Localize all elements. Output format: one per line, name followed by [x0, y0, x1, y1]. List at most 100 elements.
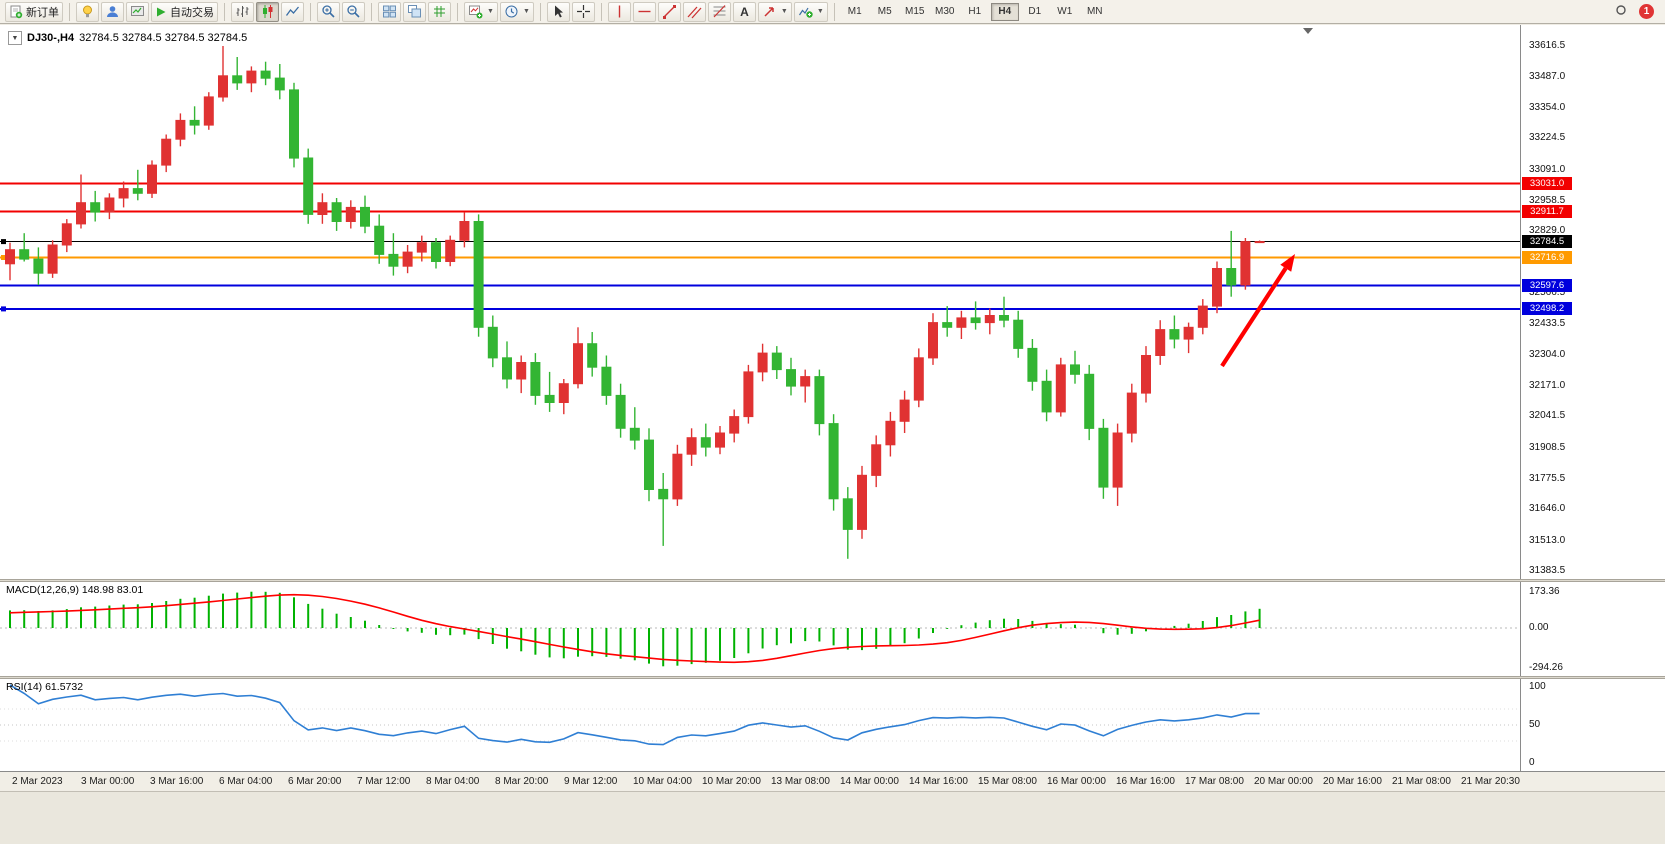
price-axis-label: 31908.5	[1529, 441, 1566, 453]
horizontal-line-tool-button[interactable]	[632, 1, 656, 22]
price-line-tag: 32911.7	[1522, 205, 1572, 219]
rsi-line	[9, 684, 1260, 746]
tile-windows-button[interactable]	[378, 1, 401, 22]
toolbar-separator	[833, 2, 835, 21]
time-axis-label: 8 Mar 04:00	[426, 776, 480, 787]
candlestick-icon	[263, 5, 273, 18]
terminal-button[interactable]	[126, 1, 149, 22]
candlestick-mode-button[interactable]	[256, 1, 279, 22]
market-watch-button[interactable]	[76, 1, 99, 22]
time-axis-label: 10 Mar 20:00	[702, 776, 761, 787]
price-axis-label: 32829.0	[1529, 225, 1566, 237]
line-handle[interactable]	[1, 306, 6, 312]
rsi-scale-bottom: 0	[1529, 757, 1535, 768]
auto-trading-label: 自动交易	[170, 6, 214, 19]
time-axis-label: 9 Mar 12:00	[564, 776, 618, 787]
zoom-in-icon	[322, 5, 335, 18]
timeframe-m30-button[interactable]: M30	[931, 3, 959, 21]
indicators-icon	[798, 7, 813, 18]
time-axis-label: 20 Mar 16:00	[1323, 776, 1382, 787]
toolbar-separator	[371, 2, 372, 21]
annotation-arrow[interactable]	[1220, 267, 1288, 368]
timeframe-m5-button[interactable]: M5	[871, 3, 899, 21]
grid-button[interactable]	[428, 1, 451, 22]
macd-scale-top: 173.36	[1529, 586, 1560, 597]
price-axis-label: 32433.5	[1529, 318, 1566, 330]
bar-chart-mode-button[interactable]	[231, 1, 254, 22]
price-axis-label: 33487.0	[1529, 70, 1566, 82]
auto-trading-button[interactable]: 自动交易	[151, 1, 218, 22]
navigator-button[interactable]	[101, 1, 124, 22]
crosshair-button[interactable]	[571, 1, 595, 22]
tile-windows-icon	[383, 5, 396, 18]
cursor-button[interactable]	[546, 1, 570, 22]
new-order-button[interactable]: 新订单	[5, 1, 63, 22]
vertical-line-tool-button[interactable]	[607, 1, 631, 22]
price-chart-canvas[interactable]	[0, 25, 1520, 579]
search-icon	[1615, 5, 1626, 15]
line-handle[interactable]	[1, 255, 6, 260]
channel-icon	[687, 6, 702, 19]
timeframe-w1-button[interactable]: W1	[1051, 3, 1079, 21]
bar-chart-icon	[236, 6, 249, 17]
time-axis[interactable]: 2 Mar 2023 3 Mar 00:00 3 Mar 16:00 6 Mar 04…	[0, 771, 1665, 791]
dropdown-caret-icon: ▼	[816, 8, 824, 15]
timeframe-h4-button[interactable]: H4	[990, 2, 1019, 21]
crosshair-icon	[576, 5, 590, 18]
macd-signal-line	[9, 593, 1260, 664]
timeframe-m1-button[interactable]: M1	[841, 3, 869, 21]
window-bottom-area	[0, 791, 1665, 844]
timeframe-mn-button[interactable]: MN	[1081, 3, 1109, 21]
time-axis-label: 20 Mar 00:00	[1254, 776, 1313, 787]
indicators-button[interactable]: ▼	[793, 1, 828, 22]
cascade-windows-button[interactable]	[403, 1, 426, 22]
rsi-axis[interactable]: 100 50 0	[1520, 679, 1665, 771]
main-toolbar: 新订单 自动交易	[0, 0, 1665, 24]
text-icon: A	[740, 5, 749, 19]
time-axis-label: 21 Mar 08:00	[1392, 776, 1451, 787]
time-axis-label: 7 Mar 12:00	[357, 776, 411, 787]
arrow-objects-button[interactable]: ▼	[757, 1, 792, 22]
panel-splitter[interactable]	[0, 579, 1665, 582]
time-axis-label: 6 Mar 20:00	[288, 776, 342, 787]
price-line-tag: 33031.0	[1522, 177, 1572, 191]
price-axis-label: 32304.0	[1529, 348, 1566, 360]
svg-text:A: A	[740, 5, 749, 19]
timeframe-h1-button[interactable]: H1	[961, 3, 989, 21]
line-handle[interactable]	[1, 239, 6, 245]
toolbar-separator	[310, 2, 311, 21]
panel-splitter[interactable]	[0, 676, 1665, 679]
channel-tool-button[interactable]	[682, 1, 706, 22]
macd-canvas[interactable]	[0, 582, 1520, 676]
price-axis[interactable]: 33616.5 33487.0 33354.0 33224.5 33091.0 32958…	[1520, 25, 1665, 579]
fibonacci-tool-button[interactable]	[707, 1, 731, 22]
time-axis-label: 14 Mar 00:00	[840, 776, 899, 787]
annotation-arrowhead[interactable]	[1280, 254, 1295, 272]
rsi-label: RSI(14) 61.5732	[6, 681, 84, 693]
toolbar-separator	[600, 2, 602, 21]
price-axis-label: 33616.5	[1529, 40, 1566, 51]
text-tool-button[interactable]: A	[732, 1, 756, 22]
time-axis-label: 2 Mar 2023	[12, 776, 63, 787]
chart-title: ▼ DJ30-,H4 32784.5 32784.5 32784.5 32784…	[8, 31, 247, 45]
chart-shift-marker[interactable]	[1303, 28, 1313, 34]
grid-icon	[434, 6, 445, 17]
trendline-tool-button[interactable]	[657, 1, 681, 22]
time-axis-label: 16 Mar 00:00	[1047, 776, 1106, 787]
rsi-panel: RSI(14) 61.5732 100 50 0	[0, 679, 1665, 771]
search-button[interactable]	[1611, 3, 1633, 21]
zoom-out-button[interactable]	[342, 1, 365, 22]
notification-badge[interactable]: 1	[1639, 4, 1654, 19]
autotrading-icon	[157, 7, 166, 16]
rsi-scale-mid: 50	[1529, 719, 1541, 730]
one-click-trading-button[interactable]: ▼	[8, 31, 22, 45]
line-chart-mode-button[interactable]	[281, 1, 304, 22]
zoom-in-button[interactable]	[317, 1, 340, 22]
dropdown-caret-icon: ▼	[487, 8, 494, 15]
rsi-canvas[interactable]	[0, 679, 1520, 771]
new-chart-button[interactable]: ▼	[464, 1, 498, 22]
macd-axis[interactable]: 173.36 0.00 -294.26	[1520, 582, 1665, 676]
periods-button[interactable]: ▼	[499, 1, 534, 22]
timeframe-d1-button[interactable]: D1	[1021, 3, 1049, 21]
timeframe-m15-button[interactable]: M15	[901, 3, 929, 21]
